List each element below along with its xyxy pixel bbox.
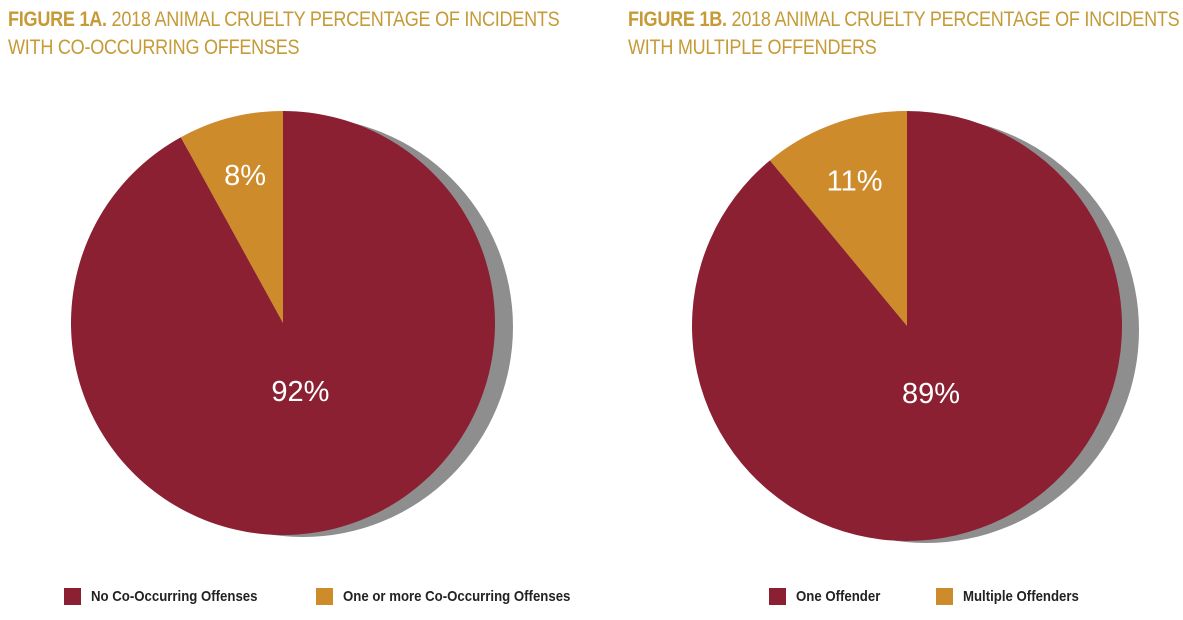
legend-label: No Co-Occurring Offenses xyxy=(91,588,258,605)
data-label: 89% xyxy=(902,378,960,410)
figure-1b-title: FIGURE 1B. 2018 ANIMAL CRUELTY PERCENTAG… xyxy=(628,6,1180,62)
figure-1b-prefix: FIGURE 1B. xyxy=(628,8,727,31)
figure-1a-title-line1: 2018 ANIMAL CRUELTY PERCENTAGE OF INCIDE… xyxy=(111,8,560,31)
legend-item-no-co-occurring: No Co-Occurring Offenses xyxy=(64,588,316,605)
data-label: 8% xyxy=(224,160,266,192)
legend-label: One or more Co-Occurring Offenses xyxy=(343,588,571,605)
legend-item-one-offender: One Offender xyxy=(769,588,936,605)
figure-1a-title: FIGURE 1A. 2018 ANIMAL CRUELTY PERCENTAG… xyxy=(8,6,560,62)
figure-1a-prefix: FIGURE 1A. xyxy=(8,8,107,31)
pie-slice-secondary xyxy=(769,111,907,326)
legend-label: Multiple Offenders xyxy=(963,588,1079,605)
legend-swatch-secondary xyxy=(316,588,333,605)
figure-1b-legend: One Offender Multiple Offenders xyxy=(769,588,1095,605)
data-label: 92% xyxy=(271,376,329,408)
data-label: 11% xyxy=(827,165,883,197)
figure-1b-title-line1: 2018 ANIMAL CRUELTY PERCENTAGE OF INCIDE… xyxy=(731,8,1180,31)
pie-slice-secondary xyxy=(180,111,283,323)
figure-1b-pie: 89% 11% xyxy=(692,110,1139,543)
figure-1b-title-line2: WITH MULTIPLE OFFENDERS xyxy=(628,36,877,59)
legend-swatch-secondary xyxy=(936,588,953,605)
figure-1a-title-line2: WITH CO-OCCURRING OFFENSES xyxy=(8,36,300,59)
pie-slice-primary xyxy=(692,110,1123,541)
legend-label: One Offender xyxy=(796,588,881,605)
legend-item-one-or-more: One or more Co-Occurring Offenses xyxy=(316,588,601,605)
figure-1a-legend: No Co-Occurring Offenses One or more Co-… xyxy=(64,588,601,605)
legend-swatch-primary xyxy=(769,588,786,605)
figure-1a-pie: 92% 8% xyxy=(70,111,513,537)
legend-swatch-primary xyxy=(64,588,81,605)
legend-item-multiple-offenders: Multiple Offenders xyxy=(936,588,1095,605)
